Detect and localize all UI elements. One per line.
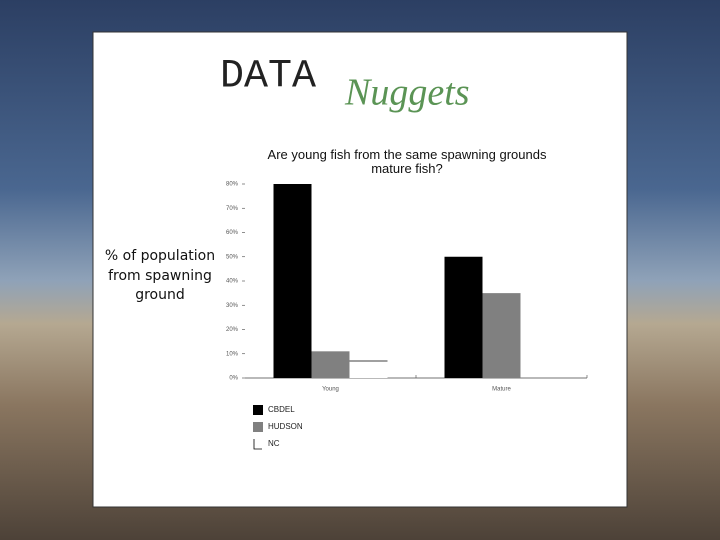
y-tick-label: 80%: [226, 182, 239, 188]
logo-data: DATA: [220, 55, 316, 100]
y-tick-label: 20%: [226, 327, 239, 333]
y-tick-label: 50%: [226, 254, 239, 260]
legend-label: CBDEL: [268, 405, 295, 414]
y-tick-label: 30%: [226, 303, 239, 309]
legend-swatch: [253, 422, 263, 432]
legend-label: NC: [268, 439, 280, 448]
y-tick-label: 60%: [226, 230, 239, 236]
legend-swatch: [253, 439, 262, 450]
chart-title: Are young fish from the same spawning gr…: [267, 147, 547, 176]
bar: [349, 361, 388, 378]
y-tick-label: 40%: [226, 279, 239, 285]
y-tick-label: 70%: [226, 206, 239, 212]
y-axis-label: % of population from spawning ground: [104, 248, 216, 303]
bar: [273, 184, 312, 378]
x-tick-label: Young: [322, 387, 339, 393]
panel: [92, 31, 628, 508]
logo-nuggets: Nuggets: [344, 72, 470, 114]
x-tick-label: Mature: [492, 387, 511, 393]
legend-label: HUDSON: [268, 422, 303, 431]
bar: [311, 351, 350, 378]
bar: [482, 293, 521, 378]
y-tick-label: 10%: [226, 351, 239, 357]
y-tick-label: 0%: [229, 376, 238, 382]
bar: [444, 256, 483, 378]
legend-swatch: [253, 405, 263, 415]
